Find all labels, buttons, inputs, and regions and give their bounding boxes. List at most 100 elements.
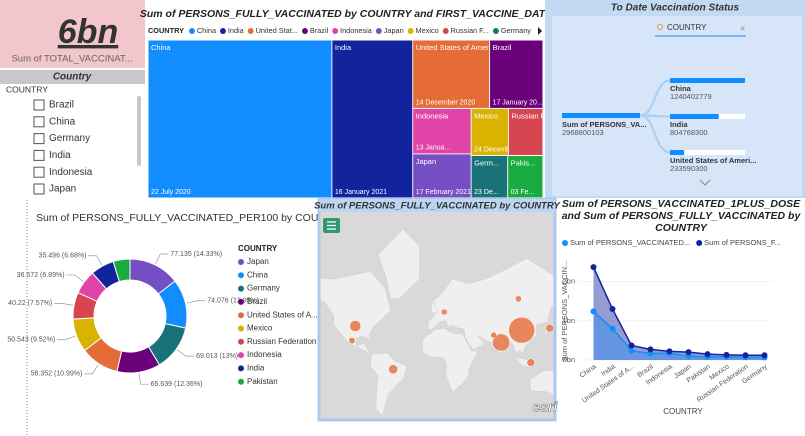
point[interactable]: [590, 308, 597, 315]
checkbox[interactable]: [33, 116, 45, 128]
legend-label[interactable]: Russian F...: [451, 26, 489, 35]
land: [430, 301, 438, 314]
legend-swatch: [407, 28, 414, 34]
map-bubble[interactable]: [515, 295, 522, 303]
legend-label[interactable]: Sum of PERSONS_F...: [704, 238, 781, 247]
legend-label[interactable]: China: [197, 26, 217, 35]
tile: Germ... 23 De...: [471, 155, 508, 199]
point[interactable]: [704, 351, 711, 358]
legend-label[interactable]: Germany: [247, 284, 280, 293]
slicer-item[interactable]: Brazil: [49, 100, 74, 111]
checkbox[interactable]: [33, 183, 45, 195]
root-value: 2968800103: [562, 128, 604, 137]
map-bubble[interactable]: [388, 364, 399, 375]
legend-label[interactable]: Russian Federation: [247, 337, 316, 346]
checkbox[interactable]: [33, 166, 45, 178]
legend-label[interactable]: United States of A...: [247, 310, 318, 319]
donut-slice[interactable]: [112, 258, 131, 283]
tile-rect[interactable]: [331, 40, 413, 198]
map-bubble[interactable]: [348, 337, 356, 345]
point[interactable]: [685, 349, 692, 356]
tile-rect[interactable]: [489, 40, 543, 109]
legend-label[interactable]: Mexico: [247, 324, 273, 333]
tile-rect[interactable]: [148, 40, 332, 198]
slicer-item[interactable]: Japan: [49, 184, 76, 195]
leader-line: [176, 349, 195, 357]
child-label: United States of Ameri...: [670, 156, 756, 165]
expand-chevron[interactable]: [699, 179, 711, 186]
land: [529, 369, 554, 395]
legend-label[interactable]: Indonesia: [340, 26, 373, 35]
leader-line: [155, 253, 169, 265]
tile: Mexico 24 December 2020: [471, 108, 509, 156]
leader-line: [88, 255, 103, 266]
checkbox[interactable]: [33, 149, 45, 161]
legend-label[interactable]: Japan: [384, 26, 404, 35]
map-bubble[interactable]: [526, 358, 535, 367]
legend-label[interactable]: Brazil: [310, 26, 329, 35]
legend-label[interactable]: Germany: [501, 26, 531, 35]
checkbox[interactable]: [33, 99, 45, 111]
tile-rect[interactable]: [471, 155, 508, 199]
child-bar[interactable]: [670, 114, 719, 119]
legend-label[interactable]: Brazil: [247, 297, 267, 306]
legend-label[interactable]: Pakistan: [247, 377, 278, 386]
tile-rect[interactable]: [507, 155, 544, 199]
point[interactable]: [647, 346, 654, 353]
map-bubble[interactable]: [492, 333, 510, 352]
tile-rect[interactable]: [412, 153, 472, 198]
legend-label[interactable]: United Stat...: [256, 26, 298, 35]
legend-label[interactable]: Japan: [247, 257, 269, 266]
data-label: 50.543 (9.52%): [7, 337, 55, 344]
map-bubble[interactable]: [349, 320, 362, 332]
legend-swatch: [220, 28, 226, 34]
area-fill: [593, 311, 765, 360]
tile-date: 03 Fe...: [511, 189, 535, 196]
slicer-item[interactable]: Germany: [49, 133, 90, 144]
map-bubble[interactable]: [440, 308, 448, 316]
map-bubble[interactable]: [545, 324, 554, 333]
card-background: [0, 0, 145, 68]
legend-next-arrow[interactable]: [538, 27, 542, 35]
slicer-item[interactable]: Indonesia: [49, 167, 93, 178]
root-label: Sum of PERSONS_VA...: [562, 120, 646, 129]
map-menu-icon: [327, 221, 336, 230]
legend-swatch: [238, 312, 244, 319]
child-bar[interactable]: [670, 78, 745, 83]
legend-label[interactable]: Indonesia: [247, 350, 282, 359]
slicer-title: Country: [53, 72, 92, 83]
tile-rect[interactable]: [412, 108, 472, 154]
map-bubble[interactable]: [490, 331, 497, 339]
legend-label[interactable]: India: [228, 26, 245, 35]
tile-rect[interactable]: [508, 108, 543, 156]
donut-title: Sum of PERSONS_FULLY_VACCINATED_PER100 b…: [36, 212, 347, 224]
legend-label[interactable]: India: [247, 364, 265, 373]
child-bar[interactable]: [670, 150, 685, 155]
point[interactable]: [590, 264, 597, 271]
line: [592, 266, 765, 357]
card-label: Sum of TOTAL_VACCINAT...: [11, 54, 132, 65]
point[interactable]: [666, 348, 673, 355]
tile-rect[interactable]: [471, 108, 509, 156]
search-clear[interactable]: ×: [740, 23, 745, 33]
checkbox[interactable]: [33, 133, 45, 145]
legend-label[interactable]: China: [247, 270, 268, 279]
slicer-item[interactable]: China: [49, 116, 76, 127]
child-value: 233590300: [670, 164, 708, 173]
tile-label: China: [151, 43, 171, 52]
point[interactable]: [761, 352, 768, 359]
tile-rect[interactable]: [412, 40, 490, 109]
point[interactable]: [628, 347, 635, 354]
map-bubble[interactable]: [508, 316, 535, 344]
legend-label[interactable]: Mexico: [416, 26, 439, 35]
slicer-item[interactable]: India: [49, 150, 71, 161]
legend-label[interactable]: Sum of PERSONS_VACCINATED...: [570, 238, 690, 247]
point[interactable]: [723, 351, 730, 358]
point[interactable]: [742, 352, 749, 359]
data-label: 74.076 (13.95%): [207, 298, 259, 305]
scrollbar[interactable]: [137, 96, 141, 166]
legend-swatch: [562, 240, 568, 246]
point[interactable]: [609, 306, 616, 313]
point[interactable]: [609, 325, 616, 332]
point[interactable]: [628, 342, 635, 349]
